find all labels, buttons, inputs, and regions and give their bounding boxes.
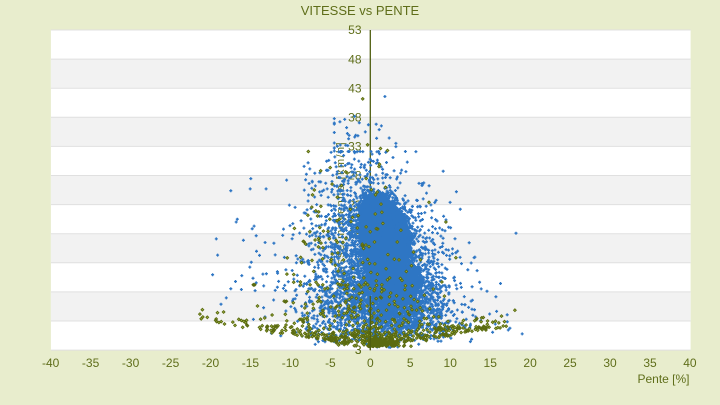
svg-text:20: 20 [523,356,537,370]
svg-text:15: 15 [484,356,498,370]
svg-text:10: 10 [444,356,458,370]
svg-text:30: 30 [603,356,617,370]
svg-text:-10: -10 [282,356,300,370]
svg-text:53: 53 [348,23,362,37]
svg-text:3: 3 [355,343,362,357]
svg-text:48: 48 [348,52,362,66]
svg-text:5: 5 [407,356,414,370]
svg-text:-30: -30 [122,356,140,370]
svg-text:25: 25 [563,356,577,370]
svg-text:33: 33 [348,140,362,154]
svg-text:-5: -5 [325,356,336,370]
svg-text:-20: -20 [202,356,220,370]
svg-text:-40: -40 [42,356,60,370]
svg-text:3: 3 [355,343,362,357]
svg-text:43: 43 [348,81,362,95]
svg-text:40: 40 [683,356,697,370]
svg-text:-35: -35 [82,356,100,370]
svg-text:35: 35 [643,356,657,370]
svg-text:-25: -25 [162,356,180,370]
svg-text:Pente [%]: Pente [%] [637,372,689,386]
svg-text:VITESSE vs PENTE: VITESSE vs PENTE [301,3,420,18]
svg-text:0: 0 [367,356,374,370]
svg-text:-15: -15 [242,356,260,370]
